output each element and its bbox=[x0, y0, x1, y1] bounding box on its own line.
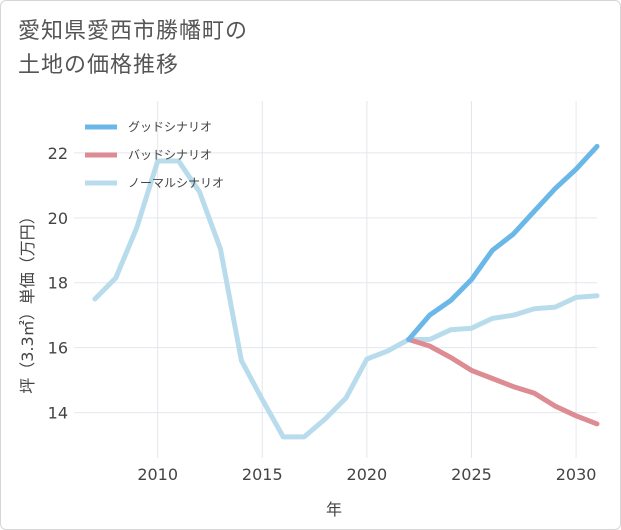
chart-title: 愛知県愛西市勝幡町の 土地の価格推移 bbox=[18, 15, 248, 83]
y-tick-label: 18 bbox=[48, 274, 68, 293]
y-tick-label: 22 bbox=[48, 144, 68, 163]
y-tick-label: 16 bbox=[48, 339, 68, 358]
series-lines bbox=[92, 143, 600, 440]
title-line-2: 土地の価格推移 bbox=[18, 53, 180, 78]
legend-label-2: ノーマルシナリオ bbox=[128, 176, 224, 190]
series-line-1 bbox=[406, 337, 600, 427]
x-tick-label: 2020 bbox=[347, 465, 388, 484]
legend-label-1: バッドシナリオ bbox=[128, 148, 212, 162]
x-axis-label: 年 bbox=[326, 500, 342, 519]
x-tick-label: 2025 bbox=[451, 465, 492, 484]
y-tick-labels: 14 16 18 20 22 bbox=[48, 144, 68, 423]
title-line-1: 愛知県愛西市勝幡町の bbox=[18, 19, 249, 44]
y-tick-label: 20 bbox=[48, 209, 68, 228]
x-tick-labels: 2010 2015 2020 2025 2030 bbox=[137, 465, 596, 484]
series-line-0 bbox=[406, 143, 600, 342]
y-axis-label: 坪（3.3㎡）単価（万円） bbox=[18, 208, 37, 393]
x-tick-label: 2015 bbox=[242, 465, 283, 484]
x-tick-label: 2010 bbox=[137, 465, 178, 484]
x-tick-label: 2030 bbox=[556, 465, 597, 484]
series-line-2 bbox=[92, 158, 600, 440]
y-tick-label: 14 bbox=[48, 404, 68, 423]
legend-label-0: グッドシナリオ bbox=[128, 120, 212, 134]
